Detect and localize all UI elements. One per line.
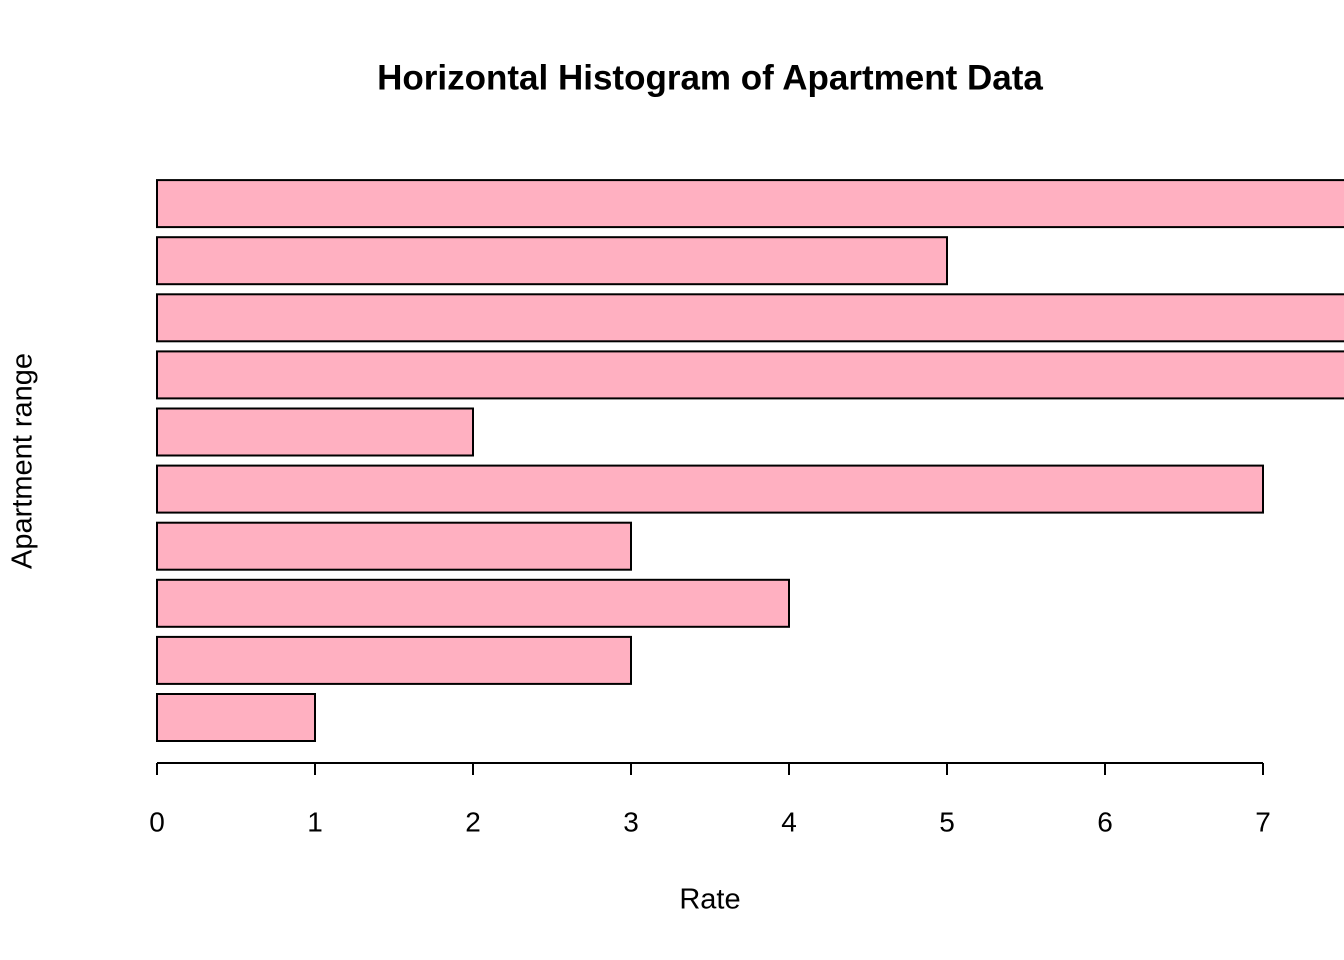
x-axis-label: Rate <box>679 884 740 916</box>
bar <box>156 179 1344 229</box>
y-axis-label: Apartment range <box>7 353 39 569</box>
bar <box>156 407 474 457</box>
bar <box>156 578 790 628</box>
bar <box>156 293 1344 343</box>
bar <box>156 693 316 742</box>
chart-title: Horizontal Histogram of Apartment Data <box>377 58 1043 97</box>
x-tick-label: 7 <box>1255 806 1271 837</box>
bar <box>156 350 1344 400</box>
x-tick-label: 6 <box>1097 806 1113 837</box>
bar <box>156 236 948 286</box>
x-tick-label: 1 <box>307 806 323 837</box>
x-tick-label: 4 <box>781 806 797 837</box>
bar <box>156 635 632 685</box>
bar <box>156 521 632 571</box>
bar <box>156 464 1264 514</box>
x-tick-label: 0 <box>149 806 165 837</box>
x-tick-label: 3 <box>623 806 639 837</box>
x-tick-label: 5 <box>939 806 955 837</box>
x-tick-label: 2 <box>465 806 481 837</box>
